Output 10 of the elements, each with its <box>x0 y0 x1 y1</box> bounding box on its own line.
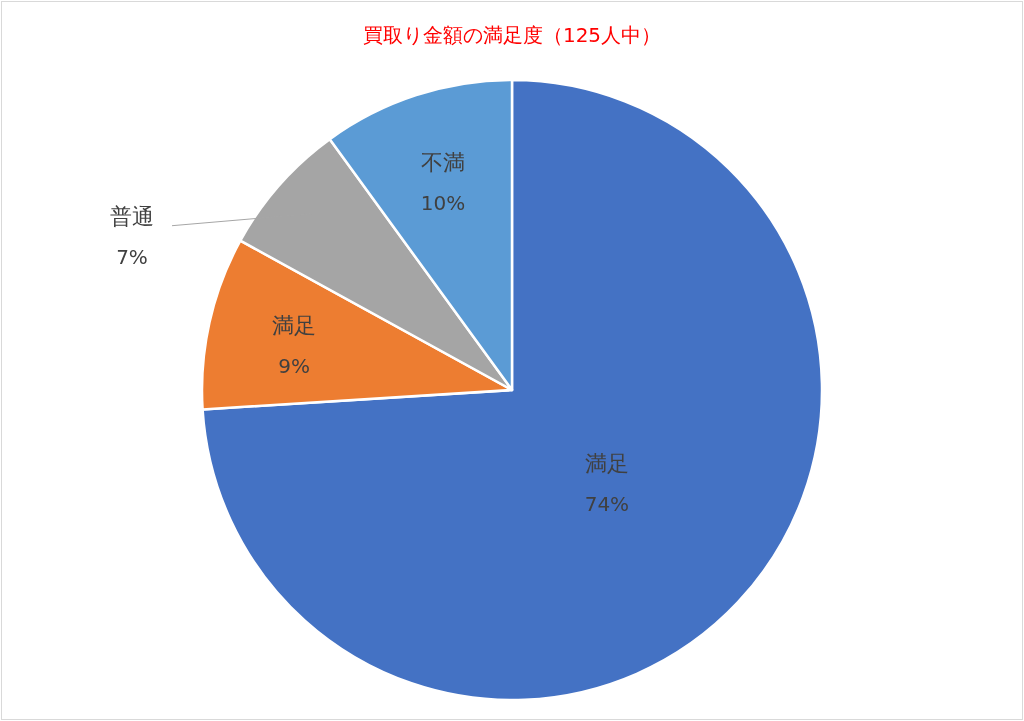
data-label: 7% <box>116 244 148 269</box>
slice-label: 満足 <box>272 313 317 339</box>
data-label: 10% <box>420 190 466 215</box>
slice-label: 不満 <box>421 149 466 175</box>
chart-title: 買取り金額の満足度（125人中） <box>362 23 662 47</box>
slice-label: 満足 <box>584 451 629 477</box>
slice-label: 普通 <box>110 203 155 229</box>
data-label: 74% <box>584 492 630 517</box>
data-label: 9% <box>278 354 311 379</box>
pie-slice <box>201 78 824 701</box>
